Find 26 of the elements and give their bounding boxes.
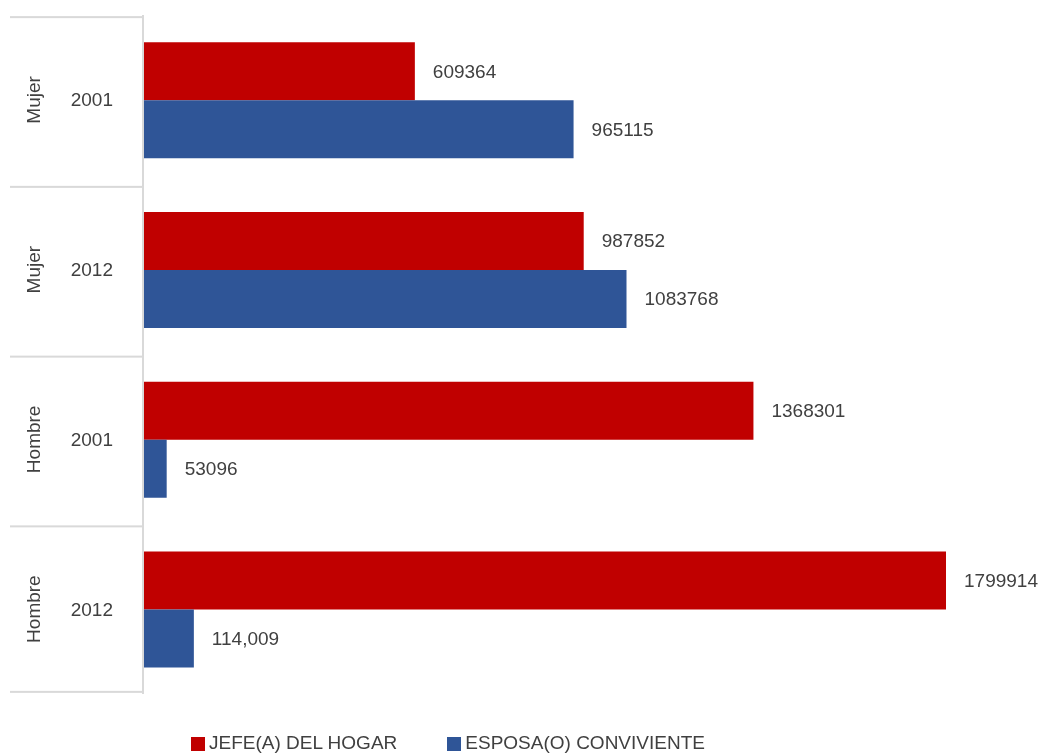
data-label: 965115 bbox=[591, 118, 654, 140]
bar bbox=[143, 551, 946, 610]
bar bbox=[143, 42, 415, 101]
bar bbox=[143, 211, 584, 270]
data-label: 114,009 bbox=[211, 627, 280, 649]
text: Mujer bbox=[22, 75, 44, 124]
bar bbox=[143, 269, 627, 328]
data-label: 53096 bbox=[184, 458, 238, 480]
bar bbox=[143, 609, 194, 668]
bar bbox=[143, 100, 574, 159]
data-label: 1368301 bbox=[771, 400, 846, 422]
y-tick-label: 2012 bbox=[70, 598, 113, 620]
data-label: 987852 bbox=[601, 230, 666, 252]
data-label: 1799914 bbox=[964, 569, 1039, 591]
data-label: 1083768 bbox=[644, 288, 719, 310]
y-tick-label: 2012 bbox=[70, 259, 113, 281]
bar bbox=[143, 381, 754, 440]
text: Hombre bbox=[22, 405, 44, 474]
y-tick-label: 2001 bbox=[70, 428, 113, 450]
bar bbox=[143, 439, 167, 498]
text: Hombre bbox=[22, 575, 44, 643]
data-label: 609364 bbox=[432, 60, 497, 82]
legend-label: JEFE(A) DEL HOGAR bbox=[209, 732, 398, 753]
legend-label: ESPOSA(O) CONVIVIENTE bbox=[465, 732, 705, 753]
y-tick-label: 2001 bbox=[70, 89, 113, 111]
text: Mujer bbox=[22, 245, 44, 294]
